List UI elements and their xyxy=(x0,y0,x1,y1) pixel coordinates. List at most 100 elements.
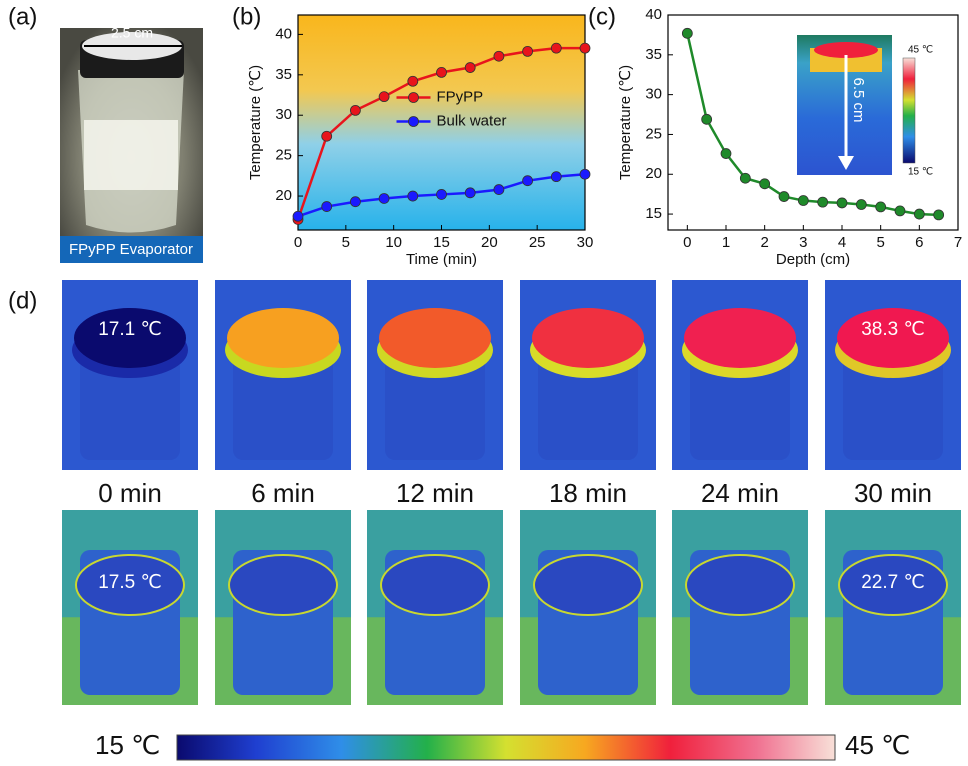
sample-top xyxy=(532,308,644,368)
data-point xyxy=(465,63,475,73)
data-point xyxy=(580,169,590,179)
data-point xyxy=(437,67,447,77)
colorbar xyxy=(177,735,835,760)
data-point xyxy=(523,176,533,186)
y-tick-label: 40 xyxy=(645,6,662,23)
y-tick-label: 40 xyxy=(275,25,292,42)
x-tick-label: 4 xyxy=(838,234,846,251)
inset-max-label: 45 ℃ xyxy=(908,45,933,56)
y-axis-title: Temperature (℃) xyxy=(617,65,634,180)
y-tick-label: 35 xyxy=(645,46,662,63)
temp-label: 17.5 ℃ xyxy=(98,572,162,593)
x-axis-title: Depth (cm) xyxy=(776,251,850,268)
data-point xyxy=(798,196,808,206)
legend-label: FPyPP xyxy=(437,88,484,105)
data-point xyxy=(779,192,789,202)
x-tick-label: 0 xyxy=(683,234,691,251)
water-surface xyxy=(381,555,489,615)
inset-min-label: 15 ℃ xyxy=(908,167,933,178)
y-tick-label: 25 xyxy=(275,147,292,164)
y-tick-label: 30 xyxy=(645,86,662,103)
y-tick-label: 35 xyxy=(275,66,292,83)
data-point xyxy=(408,191,418,201)
data-point xyxy=(494,185,504,195)
data-point xyxy=(914,209,924,219)
photo xyxy=(60,28,203,263)
x-tick-label: 7 xyxy=(954,234,962,251)
x-tick-label: 20 xyxy=(481,234,498,251)
sample-top xyxy=(379,308,491,368)
data-point xyxy=(740,173,750,183)
time-caption: 12 min xyxy=(396,478,474,508)
data-point xyxy=(494,51,504,61)
x-tick-label: 30 xyxy=(577,234,594,251)
x-tick-label: 1 xyxy=(722,234,730,251)
y-tick-label: 15 xyxy=(645,205,662,222)
data-point xyxy=(350,197,360,207)
panel-label: (b) xyxy=(232,3,261,30)
data-point xyxy=(837,198,847,208)
x-axis-title: Time (min) xyxy=(406,251,477,268)
x-tick-label: 3 xyxy=(799,234,807,251)
data-point xyxy=(876,202,886,212)
time-caption: 24 min xyxy=(701,478,779,508)
photo-dimension: 2.5 cm xyxy=(111,25,153,41)
x-tick-label: 15 xyxy=(433,234,450,251)
data-point xyxy=(379,193,389,203)
data-point xyxy=(895,206,905,216)
y-tick-label: 25 xyxy=(645,125,662,142)
x-tick-label: 25 xyxy=(529,234,546,251)
data-point xyxy=(437,189,447,199)
time-caption: 0 min xyxy=(98,478,162,508)
data-point xyxy=(379,92,389,102)
data-point xyxy=(322,131,332,141)
data-point xyxy=(682,28,692,38)
y-axis-title: Temperature (℃) xyxy=(247,65,264,180)
legend-marker xyxy=(409,117,419,127)
x-tick-label: 10 xyxy=(385,234,402,251)
time-caption: 18 min xyxy=(549,478,627,508)
y-tick-label: 30 xyxy=(275,106,292,123)
data-point xyxy=(856,200,866,210)
time-caption: 6 min xyxy=(251,478,315,508)
colorbar-min: 15 ℃ xyxy=(95,730,160,760)
data-point xyxy=(465,188,475,198)
panel-label: (c) xyxy=(588,3,616,30)
temp-label: 17.1 ℃ xyxy=(98,319,162,340)
time-caption: 30 min xyxy=(854,478,932,508)
x-tick-label: 0 xyxy=(294,234,302,251)
figure: 2.5 cm FPyPP Evaporator (a) (b) (c) (d) … xyxy=(0,0,968,761)
y-tick-label: 20 xyxy=(275,187,292,204)
data-point xyxy=(408,76,418,86)
legend-label: Bulk water xyxy=(437,112,507,129)
temp-label: 38.3 ℃ xyxy=(861,319,925,340)
photo-caption: FPyPP Evaporator xyxy=(69,241,193,258)
panel-label: (d) xyxy=(8,287,37,314)
colorbar-max: 45 ℃ xyxy=(845,730,910,760)
x-tick-label: 2 xyxy=(760,234,768,251)
x-tick-label: 5 xyxy=(342,234,350,251)
water-surface xyxy=(229,555,337,615)
data-point xyxy=(818,197,828,207)
panel-label: (a) xyxy=(8,3,37,30)
y-tick-label: 20 xyxy=(645,165,662,182)
water-surface xyxy=(534,555,642,615)
data-point xyxy=(760,179,770,189)
data-point xyxy=(934,210,944,220)
x-tick-label: 6 xyxy=(915,234,923,251)
x-tick-label: 5 xyxy=(876,234,884,251)
data-point xyxy=(350,105,360,115)
data-point xyxy=(721,149,731,159)
data-point xyxy=(523,46,533,56)
sample-top xyxy=(684,308,796,368)
data-point xyxy=(293,211,303,221)
temp-label: 22.7 ℃ xyxy=(861,572,925,593)
data-point xyxy=(551,43,561,53)
inset-depth-label: 6.5 cm xyxy=(850,77,867,122)
sample-top xyxy=(227,308,339,368)
water-surface xyxy=(686,555,794,615)
data-point xyxy=(580,43,590,53)
legend-marker xyxy=(409,93,419,103)
data-point xyxy=(322,202,332,212)
data-point xyxy=(551,172,561,182)
